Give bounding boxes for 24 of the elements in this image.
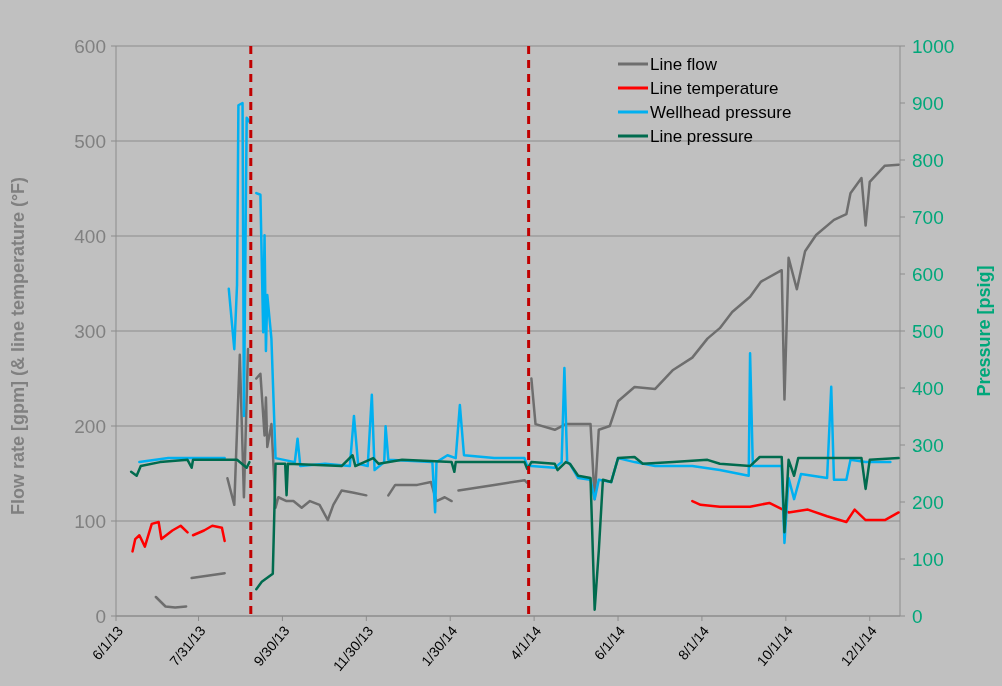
y2-tick-label: 300 [912,434,944,456]
y-tick-label: 300 [74,320,106,342]
y2-tick-label: 400 [912,377,944,399]
y2-tick-label: 100 [912,548,944,570]
y2-tick-label: 1000 [912,35,955,57]
y2-axis-title: Pressure [psig] [974,265,994,397]
y2-tick-label: 500 [912,320,944,342]
legend-label: Line temperature [650,78,779,98]
legend-label: Line flow [650,54,718,74]
y-tick-label: 500 [74,130,106,152]
y2-tick-label: 700 [912,206,944,228]
y2-tick-label: 800 [912,149,944,171]
y2-tick-label: 0 [912,605,923,627]
y2-tick-label: 600 [912,263,944,285]
y2-tick-label: 900 [912,92,944,114]
legend-label: Line pressure [650,126,754,146]
y-axis-title: Flow rate [gpm] (& line temperature (°F) [8,176,28,516]
y-tick-label: 200 [74,415,106,437]
y-tick-label: 100 [74,510,106,532]
y2-tick-label: 200 [912,491,944,513]
y-tick-label: 400 [74,225,106,247]
legend-label: Wellhead pressure [650,102,792,122]
y-tick-label: 0 [95,605,106,627]
y-tick-label: 600 [74,35,106,57]
